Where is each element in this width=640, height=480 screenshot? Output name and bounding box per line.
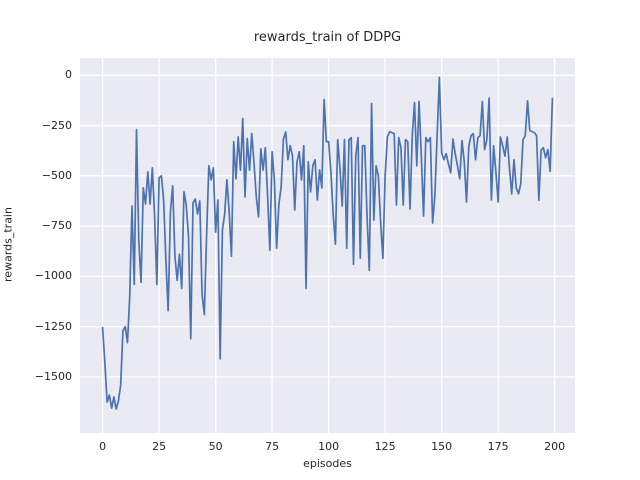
plot-background xyxy=(80,58,575,433)
y-tick-label: 0 xyxy=(65,68,72,82)
x-tick-label: 0 xyxy=(99,440,107,453)
x-tick-label: 175 xyxy=(487,440,509,453)
grid-lines xyxy=(80,58,575,433)
x-tick-label: 150 xyxy=(431,440,453,453)
x-tick-label: 75 xyxy=(265,440,280,453)
x-tick-label: 200 xyxy=(544,440,566,453)
x-axis-label: episodes xyxy=(303,457,352,470)
x-tick-label: 25 xyxy=(152,440,167,453)
y-tick-label: −750 xyxy=(41,219,72,233)
y-tick-label: −500 xyxy=(41,168,72,182)
y-tick-label: −1000 xyxy=(34,269,72,283)
plot-area xyxy=(80,58,575,433)
chart-title: rewards_train of DDPG xyxy=(253,30,402,45)
y-tick-label: −1250 xyxy=(34,319,72,333)
x-tick-label: 50 xyxy=(208,440,223,453)
x-tick-label: 100 xyxy=(318,440,340,453)
y-tick-label: −1500 xyxy=(34,369,72,383)
y-tick-label: −250 xyxy=(41,118,72,132)
x-tick-label: 125 xyxy=(374,440,396,453)
rewards-line xyxy=(101,76,554,410)
y-axis-label: rewards_train xyxy=(1,207,15,282)
